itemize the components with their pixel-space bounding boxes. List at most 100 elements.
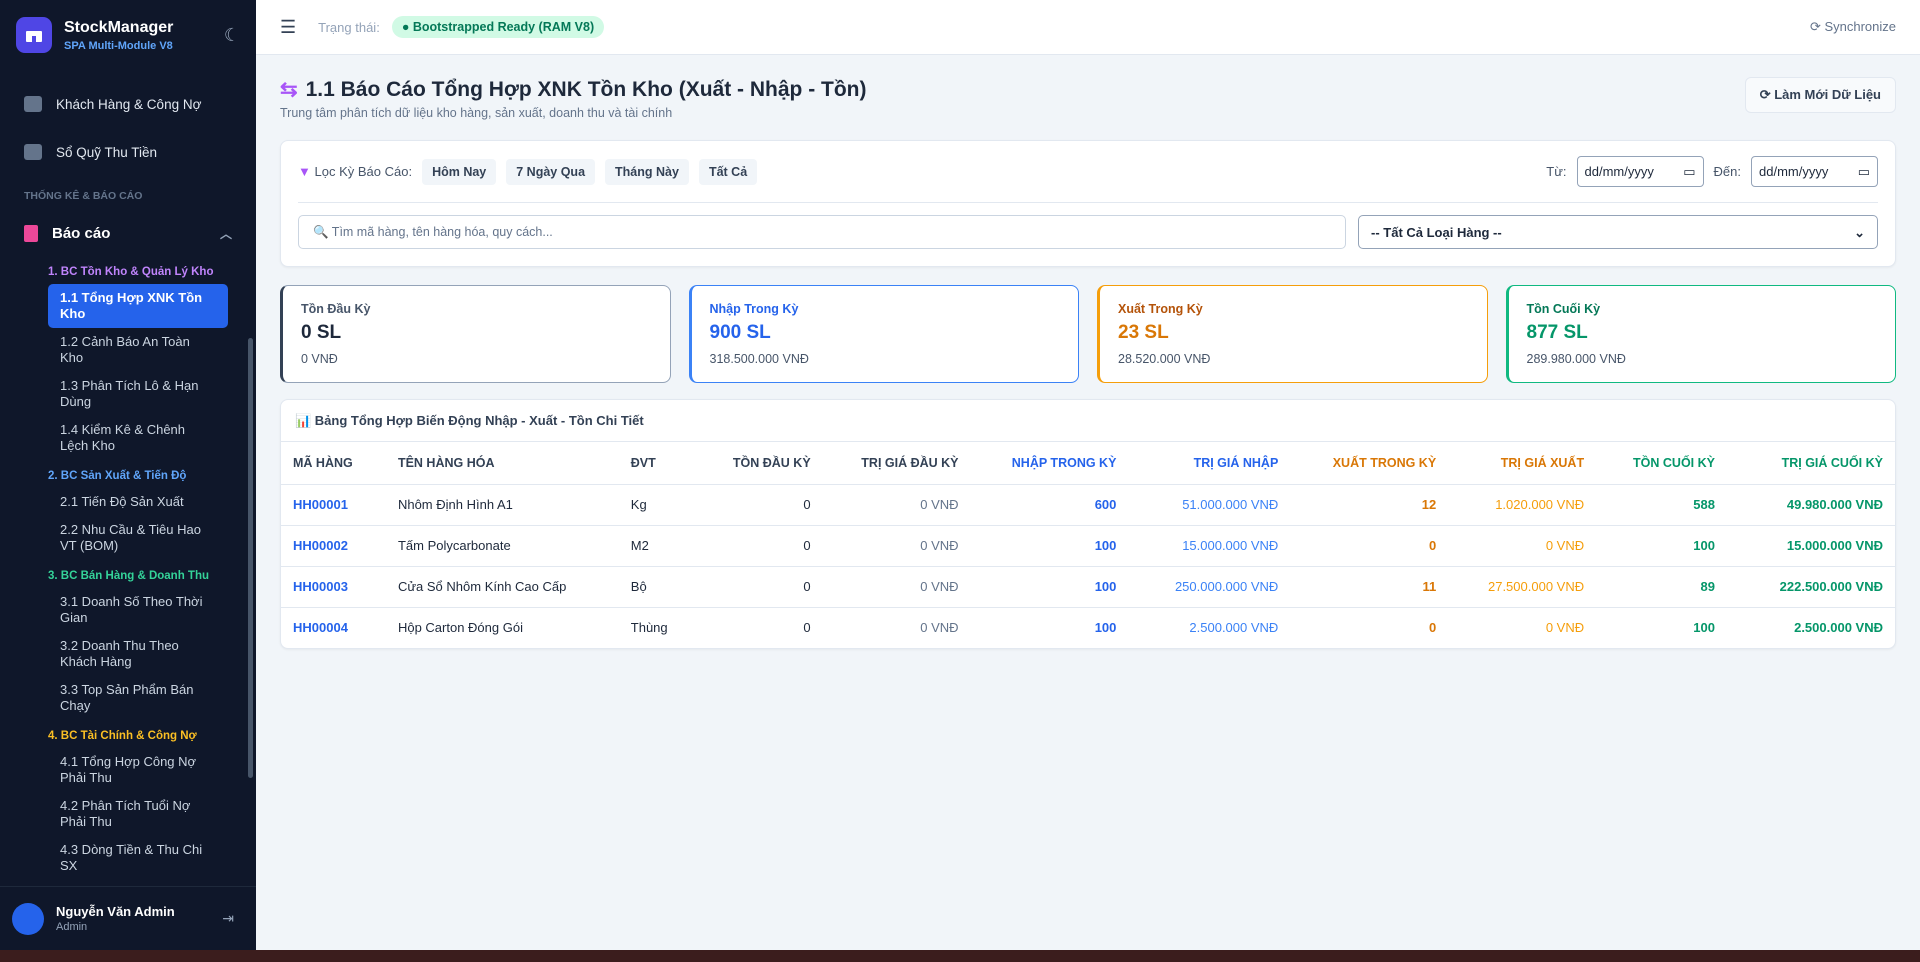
submenu-item[interactable]: 3.1 Doanh Số Theo Thời Gian (60, 594, 203, 625)
header-row: MÃ HÀNG TÊN HÀNG HÓA ĐVT TỒN ĐẦU KỲ TRỊ GIÁ … (281, 442, 1895, 484)
refresh-text: Làm Mới Dữ Liệu (1774, 87, 1881, 102)
table-cell: 600 (970, 483, 1129, 525)
column-header: ĐVT (630, 455, 656, 470)
card-label: Nhập Trong Kỳ (709, 302, 799, 316)
table-cell: 89 (1596, 565, 1727, 607)
menu-toggle[interactable]: ☰ (280, 16, 297, 37)
from-label: Từ: (1546, 164, 1567, 179)
category-select[interactable]: -- Tất Cả Loại Hàng -- ⌄ (1358, 215, 1878, 249)
submenu-item[interactable]: 2.2 Nhu Cầu & Tiêu Hao VT (BOM) (60, 522, 201, 553)
submenu-item[interactable]: 1.2 Cảnh Báo An Toàn Kho (60, 334, 190, 365)
table-cell: Tấm Polycarbonate (385, 524, 619, 566)
user-name: Nguyễn Văn Admin (56, 904, 175, 919)
summary-card: Nhập Trong Kỳ 900 SL 318.500.000 VNĐ (688, 285, 1079, 383)
table-cell: 12 (1290, 483, 1449, 525)
scrollbar[interactable] (248, 338, 253, 778)
menu-item[interactable]: Khách Hàng & Công Nợ (0, 80, 256, 128)
card-amount: 289.980.000 VNĐ (1526, 352, 1626, 366)
table-cell: Thùng (618, 606, 686, 648)
menu-text: Sổ Quỹ Thu Tiền (56, 144, 158, 160)
table-cell: 0 (1290, 606, 1449, 648)
menu-group[interactable]: Báo cáo ︿ (0, 210, 256, 256)
page-subtitle: Trung tâm phân tích dữ liệu kho hàng, sả… (280, 106, 673, 120)
table-cell: 0 VNĐ (822, 565, 971, 607)
column-header: XUẤT TRONG KỲ (1332, 455, 1437, 470)
group-icon (24, 224, 38, 242)
menu-icon (24, 96, 42, 112)
brand-text: StockManager SPA Multi-Module V8 (64, 19, 173, 52)
column-header: TÊN HÀNG HÓA (397, 455, 495, 470)
sync-button[interactable]: ⟳ Synchronize (1809, 19, 1896, 34)
date-to[interactable]: dd/mm/yyyy ▭ (1751, 156, 1878, 187)
table-cell: 0 VNĐ (1448, 606, 1597, 648)
table-cell: 2.500.000 VNĐ (1727, 606, 1895, 648)
user-role: Admin (56, 921, 88, 933)
subgroup-title: 3. BC Bán Hàng & Doanh Thu (48, 570, 209, 582)
table-cell: 49.980.000 VNĐ (1727, 483, 1895, 525)
submenu-item[interactable]: 3.2 Doanh Thu Theo Khách Hàng (60, 638, 179, 669)
page-header: ⇆ 1.1 Báo Cáo Tổng Hợp XNK Tồn Kho (Xuất … (280, 77, 1896, 120)
date-from-text: dd/mm/yyyy (1584, 164, 1654, 179)
table-cell: HH00003 (281, 565, 386, 607)
menu-item[interactable]: Sổ Quỹ Thu Tiền (0, 128, 256, 176)
table-cell: 15.000.000 VNĐ (1727, 524, 1895, 566)
table-cell: 0 VNĐ (822, 483, 971, 525)
filter-icon: ▼ (298, 164, 311, 179)
main: ☰ Trạng thái: ● Bootstrapped Ready (RAM … (256, 0, 1920, 950)
brand-name: StockManager (64, 18, 174, 36)
preset-button[interactable]: 7 Ngày Qua (506, 158, 596, 185)
content: ⇆ 1.1 Báo Cáo Tổng Hợp XNK Tồn Kho (Xuất … (256, 55, 1920, 671)
submenu-item[interactable]: 2.1 Tiến Độ Sản Xuất (60, 494, 184, 509)
table-cell: HH00001 (281, 483, 386, 525)
table-body: HH00001 Nhôm Định Hình A1 Kg 0 0 VNĐ 600 51.00… (281, 483, 1895, 648)
table-cell: 2.500.000 VNĐ (1128, 606, 1291, 648)
submenu-item[interactable]: 1.1 Tổng Hợp XNK Tồn Kho (48, 284, 228, 328)
search-input[interactable]: 🔍 Tìm mã hàng, tên hàng hóa, quy cách... (298, 215, 1346, 249)
theme-toggle[interactable]: ☾ (223, 24, 240, 45)
submenu-item[interactable]: 4.3 Dòng Tiền & Thu Chi SX (60, 842, 203, 873)
nav: Khách Hàng & Công Nợ Sổ Quỹ Thu Tiền THỐNG… (0, 70, 256, 886)
column-header: MÃ HÀNG (293, 455, 353, 470)
preset-button[interactable]: Tháng Này (605, 158, 689, 185)
page-title: 1.1 Báo Cáo Tổng Hợp XNK Tồn Kho (Xuất -… (305, 78, 867, 101)
table-cell: 11 (1290, 565, 1449, 607)
filter-label-wrap: ▼ Lọc Kỳ Báo Cáo: (298, 164, 412, 179)
table-row: HH00003 Cửa Sổ Nhôm Kính Cao Cấp Bộ 0 0 VNĐ 1… (281, 565, 1895, 607)
logo (16, 17, 52, 53)
sidebar: StockManager SPA Multi-Module V8 ☾ Khách … (0, 0, 256, 950)
card-label: Xuất Trong Kỳ (1118, 302, 1203, 316)
date-from[interactable]: dd/mm/yyyy ▭ (1576, 156, 1704, 187)
table-cell: 27.500.000 VNĐ (1448, 565, 1597, 607)
column-header: TỒN ĐẦU KỲ (732, 455, 811, 470)
logout[interactable]: ⇥ (222, 910, 234, 926)
table-cell: Hộp Carton Đóng Gói (385, 606, 619, 648)
card-qty: 900 SL (709, 322, 771, 343)
submenu-item[interactable]: 3.3 Top Sản Phẩm Bán Chạy (60, 682, 194, 713)
refresh-button[interactable]: ⟳ Làm Mới Dữ Liệu (1744, 77, 1896, 113)
filter-card: ▼ Lọc Kỳ Báo Cáo: Hôm Nay 7 Ngày Qua Tháng… (280, 140, 1896, 267)
chevron: ︿ (219, 226, 232, 241)
table-title: 📊 Bảng Tổng Hợp Biến Động Nhập - Xuất - … (281, 400, 1895, 442)
table-cell: 0 (685, 606, 823, 648)
table-cell: Nhôm Định Hình A1 (385, 483, 619, 525)
preset-button[interactable]: Hôm Nay (422, 158, 497, 185)
card-label: Tồn Đầu Kỳ (301, 302, 371, 316)
page-heading: ⇆ 1.1 Báo Cáo Tổng Hợp XNK Tồn Kho (Xuất … (280, 77, 867, 120)
preset-button[interactable]: Tất Cả (698, 158, 758, 185)
card-amount: 28.520.000 VNĐ (1118, 352, 1211, 366)
filter-row: ▼ Lọc Kỳ Báo Cáo: Hôm Nay 7 Ngày Qua Tháng… (298, 141, 1878, 203)
table-cell: 0 (1290, 524, 1449, 566)
table-card: 📊 Bảng Tổng Hợp Biến Động Nhập - Xuất - … (280, 399, 1896, 649)
sync-text: Synchronize (1824, 19, 1896, 34)
submenu-item[interactable]: 1.4 Kiểm Kê & Chênh Lệch Kho (60, 422, 186, 453)
submenu-item[interactable]: 4.2 Phân Tích Tuổi Nợ Phải Thu (60, 798, 191, 829)
menu-text: Khách Hàng & Công Nợ (56, 96, 202, 112)
table-cell: 15.000.000 VNĐ (1128, 524, 1291, 566)
submenu-item[interactable]: 1.3 Phân Tích Lô & Hạn Dùng (60, 378, 199, 409)
bottom-strip (0, 950, 1920, 962)
table-cell: 51.000.000 VNĐ (1128, 483, 1291, 525)
submenu-item[interactable]: 4.1 Tổng Hợp Công Nợ Phải Thu (60, 754, 197, 785)
summary-card: Tồn Đầu Kỳ 0 SL 0 VNĐ (280, 285, 671, 383)
